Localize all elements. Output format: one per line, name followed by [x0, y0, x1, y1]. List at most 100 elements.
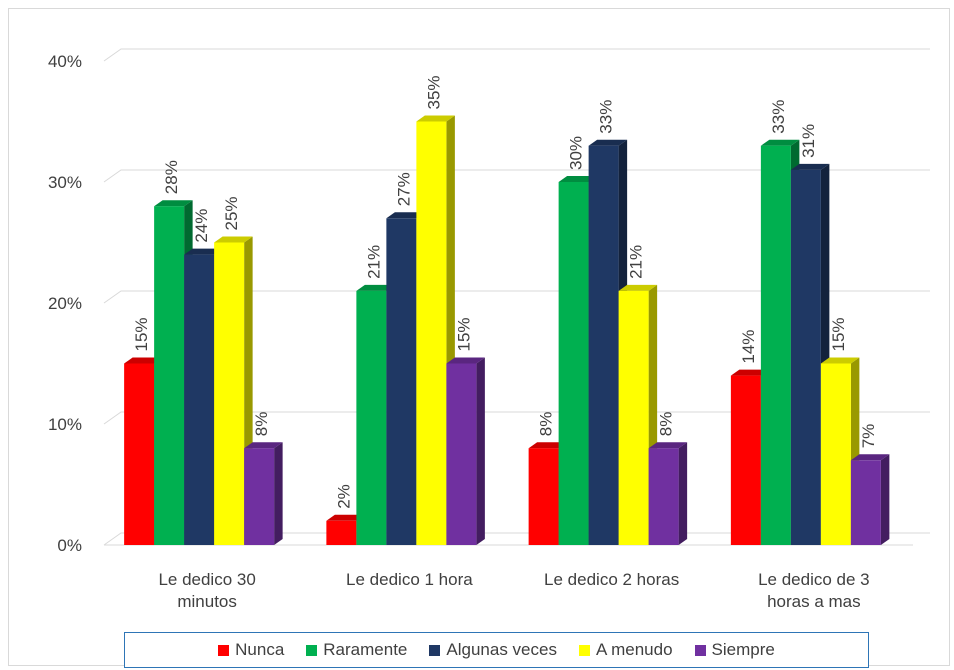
gridline: [103, 48, 930, 62]
data-label: 33%: [597, 100, 616, 134]
category-label: minutos: [177, 592, 237, 611]
category-label: Le dedico de 3: [758, 570, 870, 589]
bar-front: [790, 169, 821, 545]
data-label: 14%: [739, 330, 758, 364]
bar-front: [760, 145, 791, 545]
legend: Nunca Raramente Algunas veces A menudo Siemp…: [124, 632, 869, 668]
bar-top: [528, 442, 568, 449]
data-label: 21%: [364, 245, 383, 279]
data-label: 7%: [859, 424, 878, 449]
y-tick-label: 30%: [48, 173, 82, 192]
bar-top: [820, 357, 860, 364]
bar-front: [214, 242, 245, 545]
category-label: Le dedico 1 hora: [346, 570, 473, 589]
bar-top: [648, 442, 688, 449]
bar-top: [386, 212, 425, 219]
bar-top: [244, 442, 283, 449]
legend-label: Raramente: [323, 640, 408, 659]
bar-front: [416, 121, 447, 545]
data-label: 35%: [424, 75, 443, 109]
legend-label: Siempre: [711, 640, 775, 659]
legend-item: A menudo: [578, 640, 673, 660]
legend-item: Nunca: [218, 640, 284, 660]
bar-side: [476, 357, 485, 545]
legend-item: Algunas veces: [429, 640, 557, 660]
bar-front: [820, 363, 851, 545]
bar-front: [618, 290, 649, 545]
data-label: 15%: [454, 317, 473, 351]
legend-swatch: [218, 644, 230, 656]
legend-label: A menudo: [595, 640, 673, 659]
bar-top: [446, 357, 485, 364]
legend-item: Raramente: [306, 640, 407, 660]
data-label: 21%: [627, 245, 646, 279]
data-label: 24%: [192, 209, 211, 243]
bar-top: [618, 284, 658, 291]
bar-side: [274, 442, 283, 545]
bar-front: [244, 448, 275, 545]
legend-label: Algunas veces: [446, 640, 557, 659]
bar-front: [588, 145, 619, 545]
legend-swatch: [306, 644, 318, 656]
bar-top: [588, 139, 628, 146]
data-label: 33%: [769, 100, 788, 134]
gridline: [103, 290, 930, 304]
data-label: 25%: [222, 196, 241, 230]
bar-top: [790, 163, 830, 170]
data-label: 15%: [829, 317, 848, 351]
bar-chart: 0% 10% 20% 30% 40% 15% 28% 24% 25% 8% Le dedico 30…: [48, 48, 930, 611]
bar-siempre: [850, 454, 890, 545]
data-label: 2%: [334, 484, 353, 509]
bar-front: [730, 375, 761, 545]
y-tick-label: 40%: [48, 52, 82, 71]
data-label: 8%: [537, 412, 556, 437]
bar-front: [528, 448, 559, 545]
data-label: 15%: [132, 317, 151, 351]
legend-label: Nunca: [235, 640, 285, 659]
legend-swatch: [578, 644, 590, 656]
y-tick-label: 10%: [48, 415, 82, 434]
bar-top: [730, 369, 770, 376]
bar-front: [124, 363, 155, 545]
legend-swatch: [429, 644, 441, 656]
bar-siempre: [648, 442, 688, 545]
bar-siempre: [244, 442, 283, 545]
bar-top: [184, 248, 223, 255]
data-label: 31%: [799, 124, 818, 158]
bar-front: [850, 460, 881, 545]
y-tick-label: 20%: [48, 294, 82, 313]
bar-top: [154, 200, 193, 207]
category-label: Le dedico 2 horas: [544, 570, 679, 589]
bar-side: [678, 442, 688, 545]
bar-front: [184, 254, 215, 545]
chart-frame: 0% 10% 20% 30% 40% 15% 28% 24% 25% 8% Le dedico 30…: [8, 8, 950, 668]
data-label: 27%: [394, 172, 413, 206]
y-tick-label: 0%: [57, 536, 82, 555]
bar-front: [446, 363, 477, 545]
bar-a-menudo: [618, 284, 658, 545]
legend-swatch: [694, 644, 706, 656]
bar-top: [124, 357, 163, 364]
gridline: [103, 411, 930, 425]
bar-algunas-veces: [790, 163, 830, 545]
bar-top: [214, 236, 253, 243]
data-label: 28%: [162, 160, 181, 194]
bar-front: [648, 448, 679, 545]
gridline: [103, 169, 930, 183]
data-label: 8%: [252, 412, 271, 437]
bar-top: [850, 454, 890, 461]
bar-top: [558, 176, 598, 182]
bar-front: [558, 182, 589, 545]
bar-front: [154, 206, 185, 545]
bar-top: [356, 284, 395, 291]
category-label: horas a mas: [767, 592, 861, 611]
bar-top: [416, 115, 455, 122]
bar-front: [356, 290, 387, 545]
bar-siempre: [446, 357, 485, 545]
bar-side: [880, 454, 890, 545]
data-label: 8%: [657, 412, 676, 437]
bar-top: [326, 514, 365, 521]
bar-top: [760, 139, 800, 146]
legend-item: Siempre: [694, 640, 775, 660]
category-label: Le dedico 30: [158, 570, 255, 589]
